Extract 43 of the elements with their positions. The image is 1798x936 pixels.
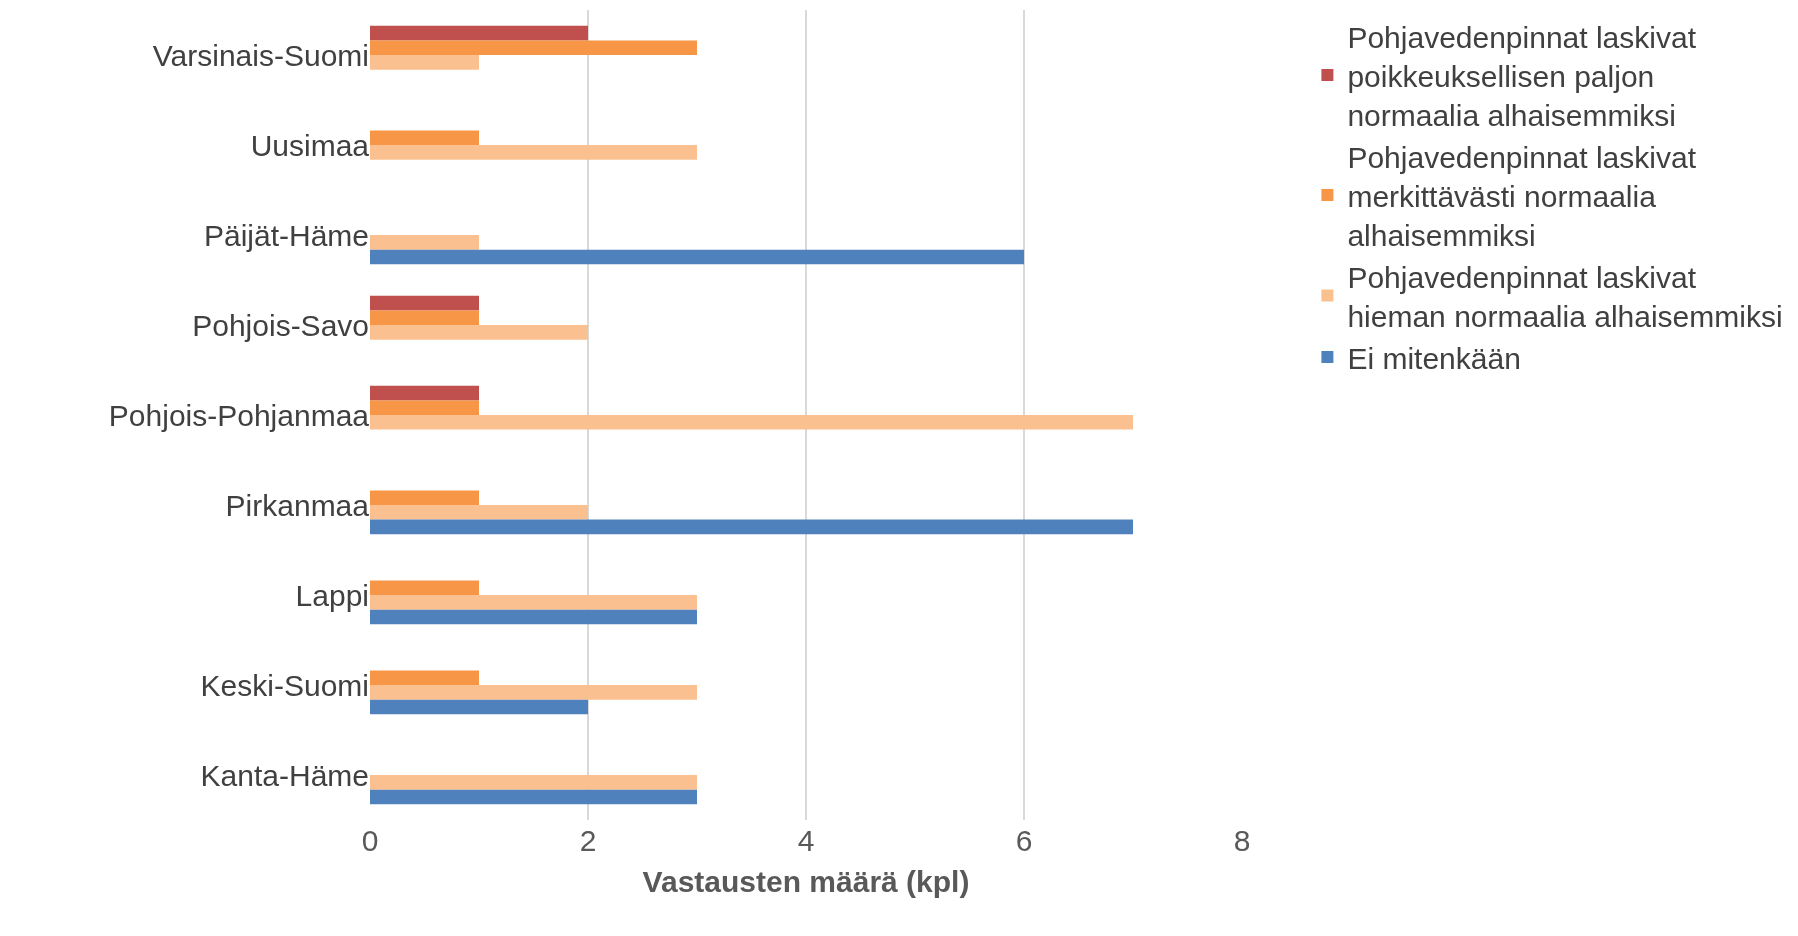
x-tick-label: 8 xyxy=(1233,824,1251,857)
bar xyxy=(370,295,479,311)
legend-label: Pohjavedenpinnat laskivat hieman normaalia alhaisemmiksi xyxy=(1347,260,1783,333)
x-tick-label: 0 xyxy=(361,824,379,857)
x-axis-title: Vastausten määrä (kpl) xyxy=(642,864,970,898)
bar xyxy=(370,519,1133,535)
bar xyxy=(370,789,697,805)
bar xyxy=(370,130,479,145)
bar xyxy=(370,775,697,790)
bar xyxy=(370,685,697,700)
bar xyxy=(370,609,697,625)
bar xyxy=(370,505,588,520)
bar xyxy=(370,25,588,41)
x-tick-label: 2 xyxy=(579,824,597,857)
bar xyxy=(370,235,479,250)
bar xyxy=(370,670,479,685)
y-tick-label: Pirkanmaa xyxy=(225,488,370,522)
y-tick-label: Keski-Suomi xyxy=(200,668,369,702)
y-tick-label: Pohjois-Pohjanmaa xyxy=(108,398,370,432)
bar xyxy=(370,400,479,415)
bar xyxy=(370,595,697,610)
bar xyxy=(370,490,479,505)
x-tick-label: 6 xyxy=(1015,824,1033,857)
bar xyxy=(370,580,479,595)
y-tick-label: Pohjois-Savo xyxy=(192,308,369,342)
x-tick-label: 4 xyxy=(797,824,815,857)
y-tick-label: Lappi xyxy=(295,578,369,612)
y-tick-label: Päijät-Häme xyxy=(203,218,369,252)
bar xyxy=(370,699,588,715)
bar xyxy=(370,55,479,70)
legend-label: Ei mitenkään xyxy=(1347,341,1521,375)
bar xyxy=(370,310,479,325)
y-tick-label: Uusimaa xyxy=(250,128,370,162)
legend-label: Pohjavedenpinnat laskivat merkittävästi normaalia alhaisemmiksi xyxy=(1347,140,1697,252)
y-tick-label: Varsinais-Suomi xyxy=(152,38,369,72)
y-tick-label: Kanta-Häme xyxy=(200,758,369,792)
bar xyxy=(370,145,697,160)
bar xyxy=(370,415,1133,430)
bar xyxy=(370,249,1024,265)
bar xyxy=(370,385,479,401)
bar xyxy=(370,325,588,340)
bar xyxy=(370,40,697,55)
legend-label: Pohjavedenpinnat laskivat poikkeuksellisen paljon normaalia alhaisemmiksi xyxy=(1347,20,1697,132)
